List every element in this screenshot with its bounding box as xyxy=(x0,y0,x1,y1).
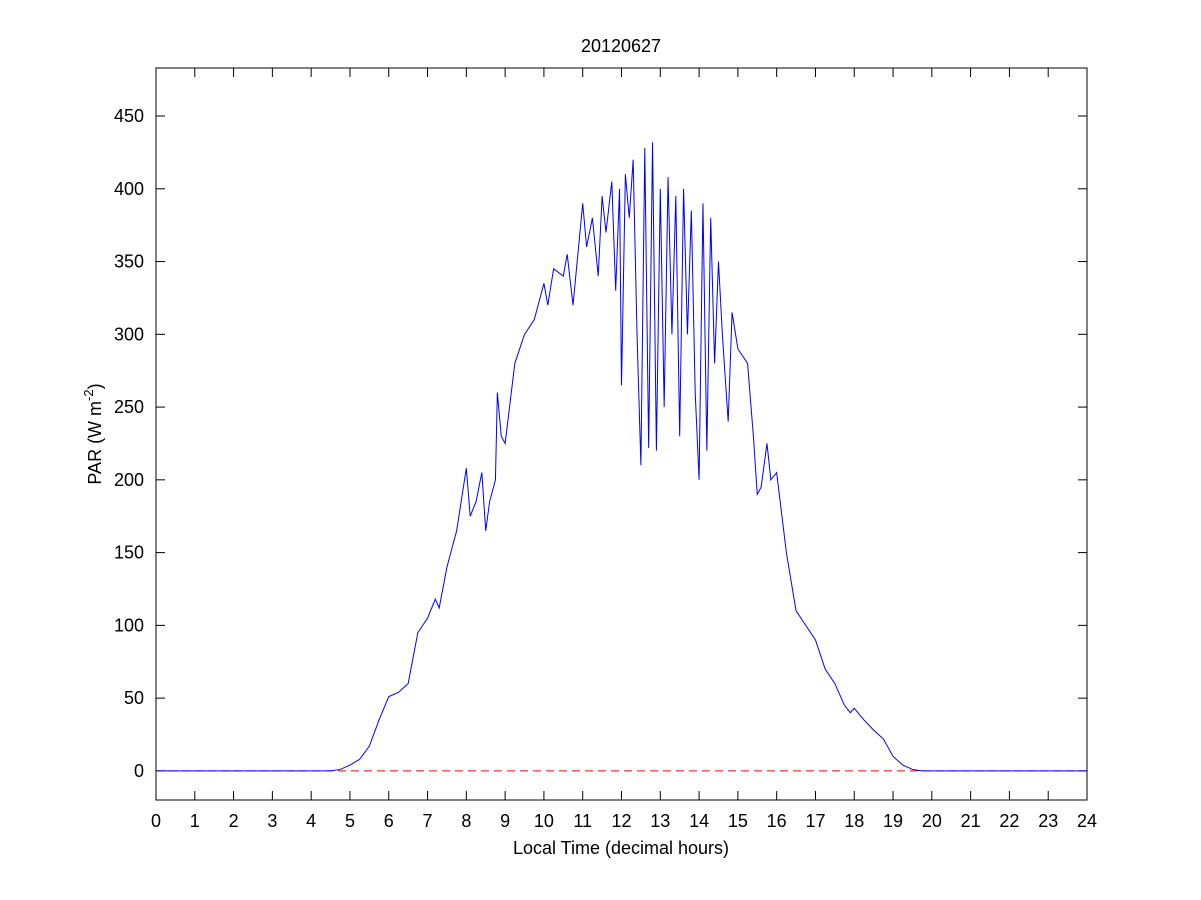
y-tick-label: 450 xyxy=(114,106,144,126)
x-tick-label: 16 xyxy=(767,811,787,831)
y-label-end: ) xyxy=(85,383,105,389)
y-axis-label: PAR (W m-2) xyxy=(81,383,105,484)
y-tick-label: 200 xyxy=(114,470,144,490)
x-tick-label: 8 xyxy=(461,811,471,831)
x-tick-label: 1 xyxy=(190,811,200,831)
y-tick-label: 400 xyxy=(114,179,144,199)
y-label-text: PAR (W m xyxy=(85,401,105,485)
x-tick-label: 7 xyxy=(423,811,433,831)
x-tick-label: 9 xyxy=(500,811,510,831)
y-tick-label: 350 xyxy=(114,252,144,272)
y-label-sup: -2 xyxy=(81,389,96,401)
x-tick-label: 5 xyxy=(345,811,355,831)
y-tick-label: 0 xyxy=(134,761,144,781)
x-tick-label: 10 xyxy=(534,811,554,831)
y-tick-label: 50 xyxy=(124,688,144,708)
chart-title: 20120627 xyxy=(581,36,661,56)
x-tick-label: 3 xyxy=(267,811,277,831)
y-tick-label: 300 xyxy=(114,324,144,344)
x-tick-label: 18 xyxy=(844,811,864,831)
x-tick-label: 14 xyxy=(689,811,709,831)
x-tick-label: 13 xyxy=(650,811,670,831)
x-tick-label: 24 xyxy=(1077,811,1097,831)
x-tick-label: 20 xyxy=(922,811,942,831)
y-tick-label: 150 xyxy=(114,543,144,563)
data-line xyxy=(156,142,1087,772)
x-tick-label: 4 xyxy=(306,811,316,831)
x-tick-label: 21 xyxy=(961,811,981,831)
x-tick-label: 23 xyxy=(1038,811,1058,831)
y-tick-label: 250 xyxy=(114,397,144,417)
x-tick-label: 6 xyxy=(384,811,394,831)
y-tick-label: 100 xyxy=(114,615,144,635)
x-tick-label: 12 xyxy=(611,811,631,831)
x-tick-label: 15 xyxy=(728,811,748,831)
x-tick-label: 11 xyxy=(573,811,592,831)
x-axis-label: Local Time (decimal hours) xyxy=(513,838,729,858)
x-tick-label: 22 xyxy=(999,811,1019,831)
x-tick-label: 2 xyxy=(229,811,239,831)
x-tick-label: 0 xyxy=(151,811,161,831)
x-tick-label: 17 xyxy=(805,811,825,831)
x-tick-label: 19 xyxy=(883,811,903,831)
